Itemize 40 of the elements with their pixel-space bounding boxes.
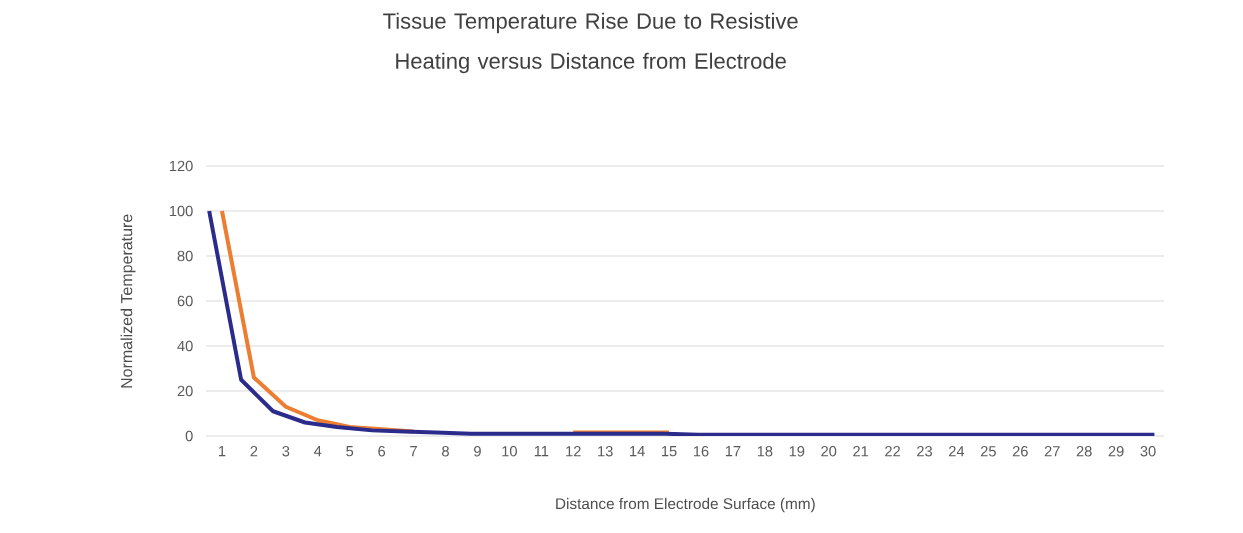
x-tick-label: 24	[949, 446, 965, 457]
x-tick-label: 18	[757, 446, 773, 457]
x-tick-label: 29	[1108, 446, 1124, 457]
x-tick-label: 4	[314, 446, 322, 457]
x-tick-label: 23	[917, 446, 933, 457]
x-tick-label: 19	[789, 446, 805, 457]
x-tick-label: 5	[346, 446, 354, 457]
y-tick-label: 20	[177, 385, 193, 397]
chart-title: Tissue Temperature Rise Due to Resistive Heating versus Distance from Electrode	[383, 12, 798, 74]
x-tick-label: 8	[442, 446, 449, 457]
x-tick-label: 3	[282, 446, 290, 457]
x-tick-label: 12	[566, 446, 581, 457]
y-tick-label: 80	[177, 250, 193, 262]
x-tick-label: 17	[725, 446, 741, 457]
x-tick-label: 1	[219, 446, 226, 457]
x-tick-label: 26	[1012, 446, 1028, 457]
y-tick-label: 60	[177, 295, 193, 307]
x-tick-label: 6	[378, 446, 386, 457]
x-tick-label: 9	[474, 446, 481, 457]
x-tick-label: 10	[502, 446, 517, 457]
x-axis-title: Distance from Electrode Surface (mm)	[556, 497, 815, 513]
x-tick-label: 30	[1140, 446, 1156, 457]
x-tick-label: 25	[980, 446, 996, 457]
x-tick-label: 28	[1076, 446, 1092, 457]
x-tick-label: 2	[250, 446, 258, 457]
x-tick-label: 7	[410, 446, 417, 457]
x-tick-label: 27	[1044, 446, 1060, 457]
y-axis-title: Normalized Temperature	[120, 214, 136, 388]
x-tick-label: 13	[598, 446, 613, 457]
y-tick-label: 100	[169, 205, 193, 217]
x-tick-label: 11	[534, 446, 549, 457]
x-tick-label: 16	[693, 446, 709, 457]
x-tick-label: 15	[661, 446, 677, 457]
x-tick-label: 21	[853, 446, 869, 457]
x-tick-label: 14	[630, 446, 645, 457]
x-tick-label: 20	[821, 446, 837, 457]
y-tick-label: 40	[177, 340, 193, 352]
x-tick-label: 22	[885, 446, 900, 457]
y-tick-label: 120	[169, 160, 193, 172]
y-tick-label: 0	[185, 430, 193, 442]
